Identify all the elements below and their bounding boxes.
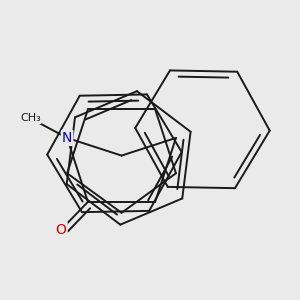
Text: N: N xyxy=(62,131,72,145)
Text: CH₃: CH₃ xyxy=(20,113,41,123)
Text: O: O xyxy=(56,223,67,237)
